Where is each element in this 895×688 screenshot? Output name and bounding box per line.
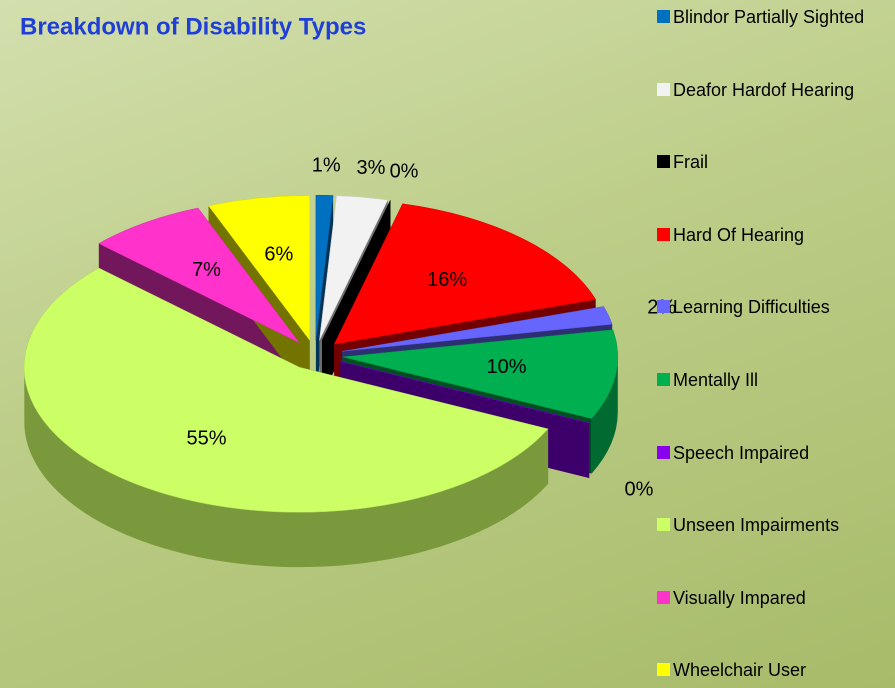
outer-walls bbox=[24, 356, 618, 568]
legend-item: Wheelchair User bbox=[657, 659, 889, 681]
pie-slice bbox=[321, 200, 391, 341]
legend-label: Wheelchair User bbox=[673, 660, 807, 681]
data-label: 55% bbox=[187, 427, 227, 449]
data-label: 3% bbox=[357, 157, 386, 179]
legend-item: Frail bbox=[657, 151, 889, 173]
legend-swatch bbox=[657, 518, 670, 532]
data-label: 0% bbox=[390, 160, 419, 182]
legend-swatch bbox=[657, 82, 670, 96]
slice-side bbox=[591, 356, 618, 474]
pie-slice bbox=[333, 203, 597, 345]
legend-item: Speech Impaired bbox=[657, 442, 889, 464]
pie-slice bbox=[319, 195, 389, 341]
legend-label: Blindor Partially Sighted bbox=[673, 7, 865, 27]
legend-label: Learning Difficulties bbox=[673, 297, 830, 318]
pie-slice bbox=[342, 306, 613, 352]
legend-label: Unseen Impairments bbox=[673, 515, 840, 536]
data-label: 0% bbox=[624, 479, 653, 501]
legend-swatch bbox=[657, 663, 670, 677]
pie-slice bbox=[340, 361, 590, 424]
legend-item: Hard Of Hearing bbox=[657, 224, 889, 246]
labels: 1%3%0%16%2%10%0%55%7%6% bbox=[187, 155, 677, 501]
slice-side bbox=[24, 367, 549, 568]
pie-slice bbox=[23, 267, 549, 513]
legend-item: Learning Difficulties bbox=[657, 296, 889, 318]
chart-title: Breakdown of Disability Types bbox=[20, 13, 366, 40]
legend-item: Unseen Impairments bbox=[657, 514, 889, 536]
pie-slice bbox=[342, 329, 619, 419]
legend-swatch bbox=[657, 445, 670, 459]
legend-item: Visually Impared bbox=[657, 587, 889, 609]
legend-label: Speech Impaired bbox=[673, 442, 810, 463]
legend-label: Mentally Ill bbox=[673, 370, 759, 390]
legend-swatch bbox=[657, 300, 670, 314]
data-label: 6% bbox=[264, 243, 293, 265]
legend-label: Visually Impared bbox=[673, 587, 806, 608]
data-label: 1% bbox=[312, 155, 341, 177]
legend-label: Hard Of Hearing bbox=[673, 224, 805, 245]
legend-label: Deafor Hardof Hearing bbox=[673, 79, 855, 100]
pie-slice bbox=[208, 195, 311, 342]
legend-swatch bbox=[657, 373, 670, 386]
pie-slice bbox=[315, 194, 334, 341]
legend-label: Frail bbox=[673, 152, 708, 173]
data-label: 10% bbox=[486, 356, 526, 378]
legend-item: Deafor Hardof Hearing bbox=[657, 79, 889, 101]
legend-swatch bbox=[657, 10, 670, 23]
slice-tops bbox=[23, 194, 619, 513]
pie-slice bbox=[98, 207, 300, 344]
legend-swatch bbox=[657, 155, 670, 169]
legend-swatch bbox=[657, 227, 670, 241]
data-label: 16% bbox=[427, 269, 467, 291]
legend-item: Mentally Ill bbox=[657, 369, 889, 391]
data-label: 7% bbox=[192, 259, 221, 281]
legend-swatch bbox=[657, 590, 670, 604]
legend-item: Blindor Partially Sighted bbox=[657, 6, 889, 28]
